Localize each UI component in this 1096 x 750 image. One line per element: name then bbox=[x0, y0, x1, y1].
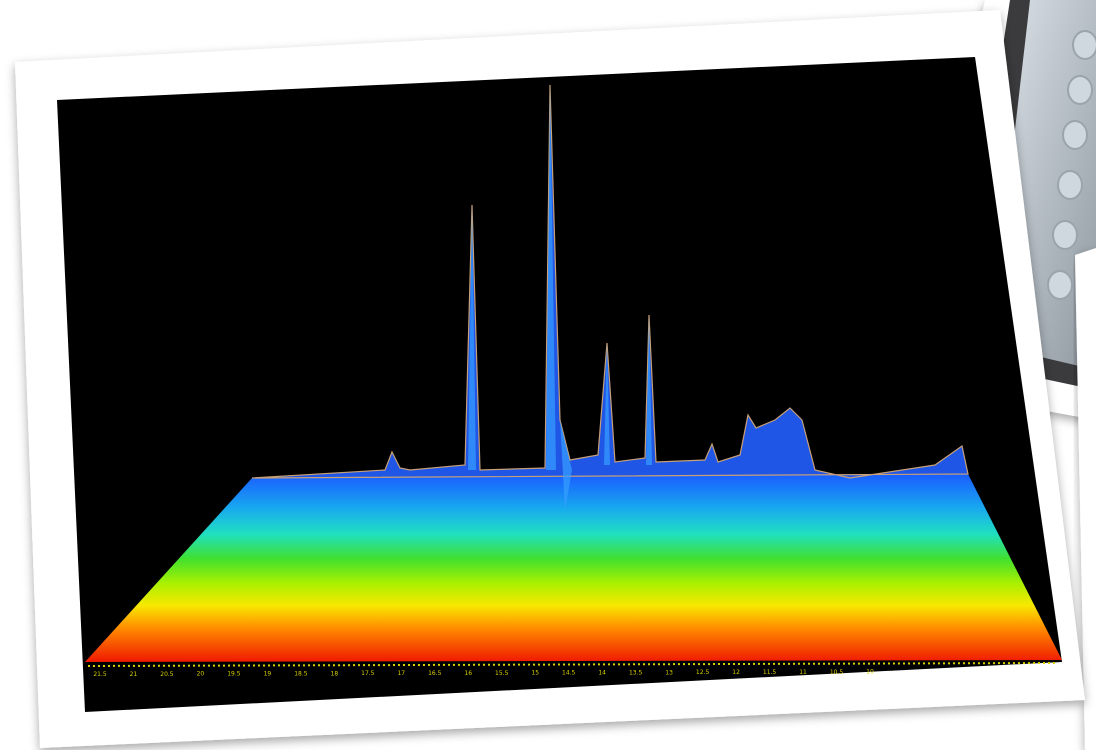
axis-tick-label: 16 bbox=[464, 670, 472, 677]
spectrum-floor bbox=[85, 474, 1062, 662]
axis-tick-label: 21.5 bbox=[93, 671, 107, 678]
axis-tick-label: 12.5 bbox=[696, 669, 710, 676]
photo-collage: 21.5 21 20.5 20 19.5 19 18.5 18 17.5 17 16.5 16 15.5… bbox=[0, 0, 1096, 750]
axis-tick-label: 21 bbox=[130, 671, 138, 678]
axis-tick-label: 11.5 bbox=[763, 669, 777, 676]
axis-tick-label: 14.5 bbox=[562, 670, 576, 677]
axis-tick-label: 19 bbox=[264, 671, 272, 678]
axis-tick-label: 19.5 bbox=[227, 671, 241, 678]
axis-tick-label: 10 bbox=[866, 669, 874, 676]
axis-tick-label: 18.5 bbox=[294, 670, 308, 677]
axis-tick-label: 17.5 bbox=[361, 670, 375, 677]
axis-tick-label: 14 bbox=[598, 670, 606, 677]
axis-tick-label: 20 bbox=[197, 671, 205, 678]
axis-tick-label: 17 bbox=[397, 670, 405, 677]
axis-tick-label: 18 bbox=[331, 670, 339, 677]
axis-tick-label: 12 bbox=[732, 669, 740, 676]
axis-tick-label: 13 bbox=[665, 669, 673, 676]
axis-tick-label: 15.5 bbox=[495, 670, 509, 677]
axis-tick-label: 15 bbox=[531, 670, 539, 677]
axis-tick-label: 16.5 bbox=[428, 670, 442, 677]
axis-tick-label: 13.5 bbox=[629, 669, 643, 676]
axis-tick-label: 10.5 bbox=[830, 669, 844, 676]
axis-tick-label: 20.5 bbox=[160, 671, 174, 678]
axis-tick-label: 11 bbox=[799, 669, 807, 676]
